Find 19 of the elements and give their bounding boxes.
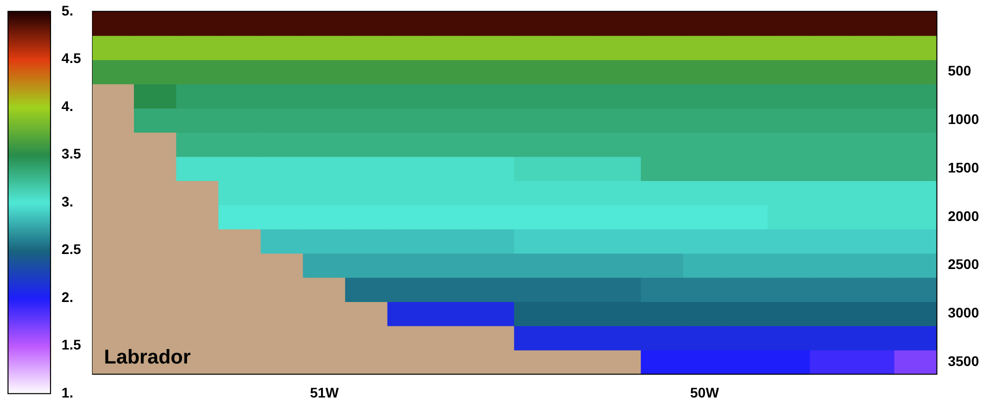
y-tick-label: 3500 bbox=[948, 352, 980, 369]
color-bar-label: 3.5 bbox=[62, 146, 82, 162]
color-bar-label: 1.5 bbox=[62, 336, 82, 353]
color-bar-label: 3. bbox=[62, 193, 74, 210]
y-tick-label: 1500 bbox=[948, 159, 980, 176]
annotation: Labrador bbox=[104, 346, 191, 369]
y-tick-label: 2500 bbox=[948, 256, 980, 272]
color-bar-label: 1. bbox=[62, 384, 74, 400]
color-bar-label: 4.5 bbox=[62, 50, 82, 66]
x-tick-label: 50W bbox=[690, 384, 720, 400]
color-bar-label: 2. bbox=[62, 288, 74, 305]
y-tick-label: 3000 bbox=[948, 304, 980, 321]
y-tick-label: 500 bbox=[948, 62, 972, 79]
x-tick-label: 51W bbox=[310, 384, 340, 400]
color-bar-label: 2.5 bbox=[62, 241, 82, 258]
color-bar-label: 4. bbox=[62, 98, 74, 114]
color-bar-label: 5. bbox=[62, 2, 74, 18]
y-tick-label: 2000 bbox=[948, 208, 980, 224]
y-tick-label: 1000 bbox=[948, 111, 980, 128]
